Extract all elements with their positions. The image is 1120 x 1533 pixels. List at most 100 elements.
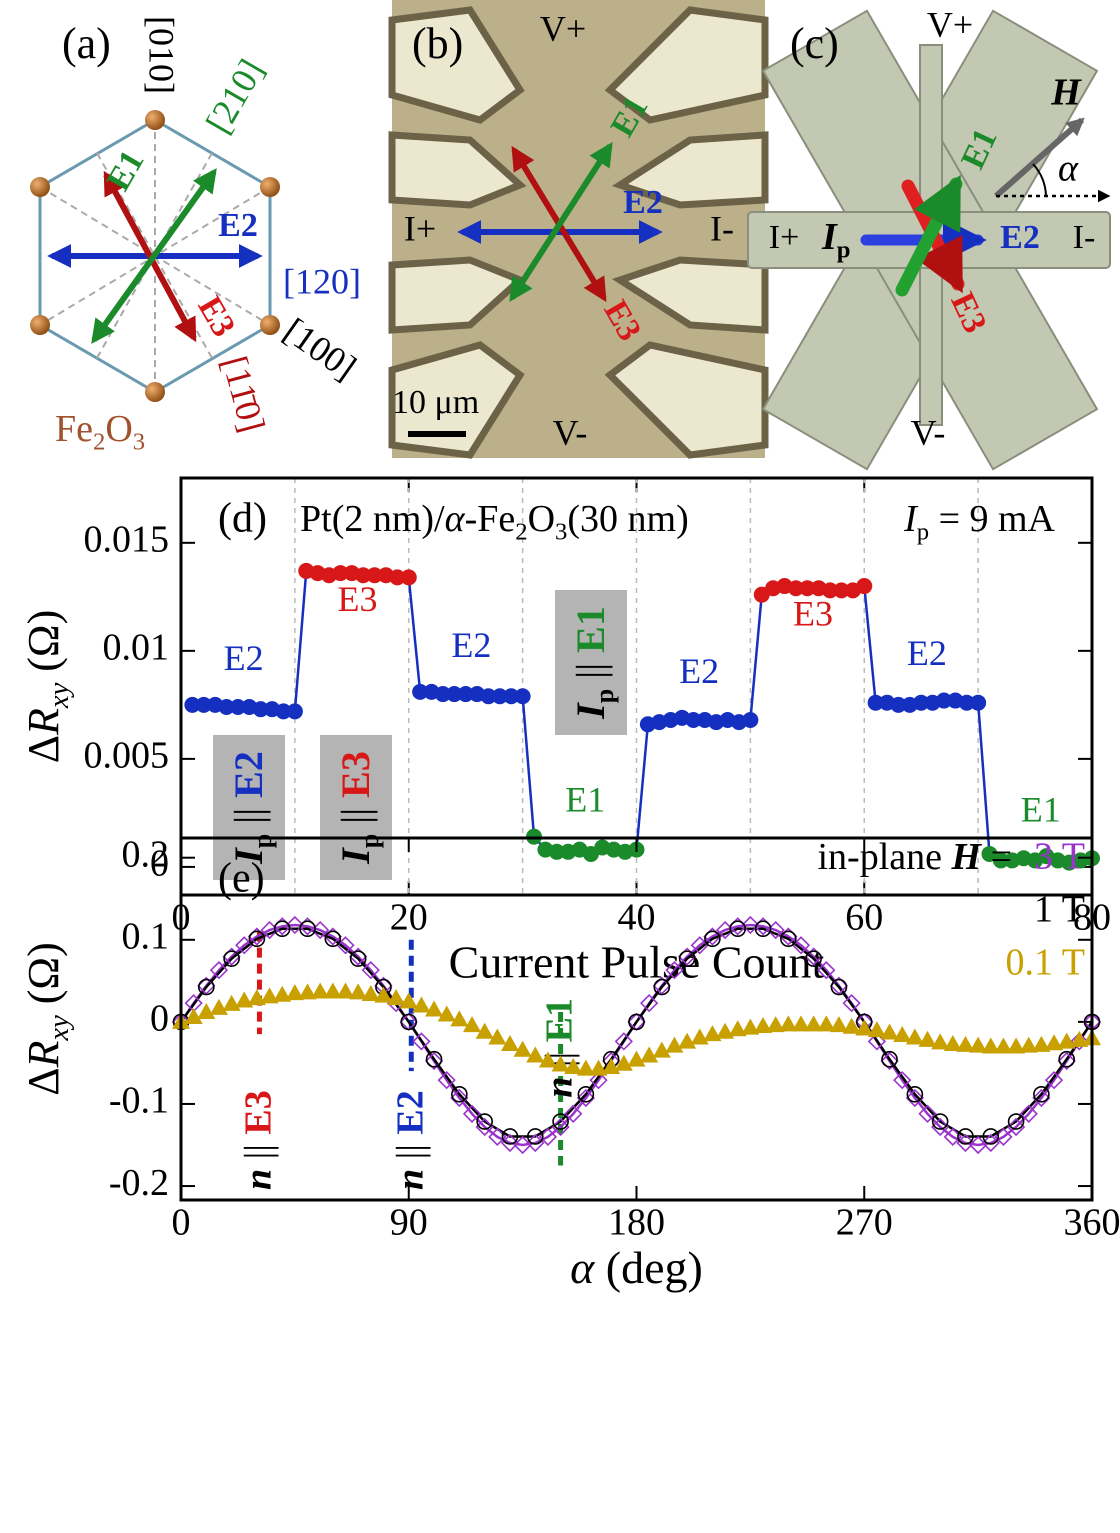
text-part: || [226,798,271,834]
text-part: (deg) [594,1242,703,1293]
electrodes [388,6,769,459]
data-point [286,703,303,720]
data-point [992,852,1009,869]
data-point [833,582,850,599]
field-arrow [994,117,1085,199]
y-tick-label: 0.1 [122,916,170,958]
group-label: E2 [679,651,719,691]
text-part: n [237,1169,279,1190]
legend-title: in-plane H = [817,836,1012,878]
x-tick-label: 20 [390,897,428,939]
data-point [994,1037,1013,1054]
y-axis-label: ΔRxy (Ω) [19,610,75,764]
data-point [704,930,721,948]
data-point [1058,1050,1075,1068]
data-point [842,994,861,1013]
data-point [918,1104,937,1123]
data-point [791,1015,810,1032]
panel-b: (b) V+ I+ I- E1 E2 E3 10 μm V- [388,0,769,459]
data-point [564,1104,583,1123]
data-point [685,711,702,728]
data-point [450,1088,469,1108]
annotation: Ip = 9 mA [903,498,1055,545]
direction-label: [11̄0] [214,352,272,436]
text-part: 2 [515,518,527,545]
legend-entry: 3 T [1034,836,1085,878]
data-point [475,1117,494,1137]
text-part: || [389,1135,431,1169]
data-point [787,580,804,597]
electrode [388,256,527,334]
data-point [969,1036,988,1053]
text-part: I [903,498,919,540]
data-point [1006,1117,1026,1137]
data-point [931,1117,950,1137]
panel-label: (b) [412,19,463,68]
data-point [779,1015,798,1032]
text-part: n [538,1077,580,1098]
data-point [943,1035,962,1052]
data-point [1033,1085,1050,1103]
text-part: 3 [555,518,567,545]
data-point [500,1035,519,1052]
data-point [538,1051,557,1068]
data-point [285,984,304,1001]
data-point [905,1028,924,1045]
data-point [514,688,531,705]
data-point [184,1007,203,1024]
data-point [1007,1113,1025,1130]
atom [260,177,280,197]
data-point [501,1128,519,1145]
text-part: || [333,798,378,834]
data-point [614,1054,633,1071]
x-tick-label: 90 [390,1202,428,1244]
data-point [480,688,497,705]
marker-label: n || E3 [237,1090,279,1190]
y-tick-label: 0.01 [103,627,170,669]
text-part: p [917,518,929,545]
legend-entry: 0.1 T [1005,942,1085,984]
text-part: R [19,1041,68,1069]
x-tick-label: 40 [618,897,656,939]
data-point [1032,1035,1051,1052]
series-line [179,927,1094,1138]
panel-label: (a) [62,19,111,68]
box-label: Ip || E3 [333,751,384,865]
plot-frame [179,476,1094,897]
text-part: E3 [237,1090,279,1134]
group-label: E2 [451,625,491,665]
data-point [958,694,975,711]
terminal-label: I+ [769,219,800,256]
label-box [213,735,285,880]
data-point [906,1085,924,1103]
data-point [450,1010,469,1027]
data-point [716,1022,735,1039]
terminal-label: V+ [540,8,586,48]
data-point [829,976,849,995]
data-point [830,978,848,996]
data-point [260,987,279,1004]
data-point [462,1104,482,1123]
scale-label: 10 μm [392,384,479,421]
data-point [273,920,291,938]
text-part: || [568,653,613,689]
data-point [222,994,241,1011]
data-point [742,711,759,728]
text-part: in-plane [817,836,951,878]
x-axis-label: α (deg) [570,1242,703,1293]
data-point [349,950,367,967]
data-point [842,1017,861,1034]
text-part: E1 [538,998,580,1042]
data-point [451,1085,468,1103]
data-point [576,1059,595,1076]
y-axis-label: ΔRxy (Ω) [19,942,75,1096]
data-point [589,1059,608,1076]
data-point [323,982,342,999]
data-point [1057,1051,1076,1071]
data-point [412,1032,431,1051]
data-point [1070,1032,1089,1051]
marker-label: n || E2 [389,1090,431,1190]
text-part: O [105,408,132,450]
data-point [446,686,463,703]
